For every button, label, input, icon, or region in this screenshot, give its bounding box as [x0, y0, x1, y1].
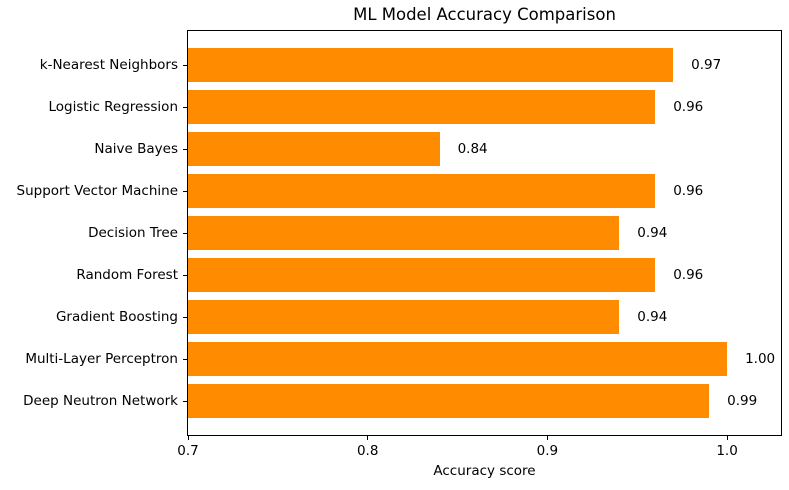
plot-area: 0.97 0.96 0.84 0.96 0.94 0.96 0.94 1.00 0.99 [183, 30, 782, 436]
y-tick-label: Multi-Layer Perceptron [25, 351, 178, 367]
x-tick-label: 0.8 [356, 443, 379, 459]
bar [188, 90, 656, 124]
y-tick-label: Support Vector Machine [16, 183, 178, 199]
y-tick-label: Gradient Boosting [55, 309, 178, 325]
bar-value-label: 0.94 [637, 309, 668, 325]
y-tick-mark [183, 64, 187, 66]
x-tick-mark [187, 436, 189, 440]
x-axis-label: Accuracy score [433, 463, 536, 479]
y-tick-mark [183, 400, 187, 402]
bar-value-label: 0.97 [691, 57, 722, 73]
y-tick-mark [183, 232, 187, 234]
y-tick-mark [183, 106, 187, 108]
x-tick-mark [367, 436, 369, 440]
x-tick-label: 0.9 [536, 443, 559, 459]
y-tick-mark [183, 148, 187, 150]
y-tick-mark [183, 190, 187, 192]
bar [188, 48, 674, 82]
bar-value-label: 0.84 [457, 141, 488, 157]
chart-title: ML Model Accuracy Comparison [353, 5, 616, 24]
x-tick-mark [546, 436, 548, 440]
x-tick-label: 1.0 [716, 443, 738, 459]
bar [188, 300, 620, 334]
y-tick-mark [183, 274, 187, 276]
bar [188, 132, 440, 166]
bar [188, 216, 620, 250]
y-tick-label: Deep Neutron Network [23, 393, 178, 409]
x-tick-mark [726, 436, 728, 440]
bar-value-label: 0.96 [673, 99, 704, 115]
y-tick-mark [183, 316, 187, 318]
bar [188, 258, 656, 292]
y-tick-label: Logistic Regression [48, 99, 179, 115]
bar [188, 342, 728, 376]
x-tick-label: 0.7 [177, 443, 199, 459]
bar-value-label: 0.99 [727, 393, 758, 409]
y-tick-mark [183, 358, 187, 360]
bar-value-label: 0.94 [637, 225, 668, 241]
y-tick-label: Decision Tree [88, 225, 178, 241]
bar-value-label: 0.96 [673, 183, 704, 199]
bar [188, 384, 710, 418]
bar-value-label: 1.00 [745, 351, 776, 367]
bar [188, 174, 656, 208]
y-tick-label: Naive Bayes [94, 141, 178, 157]
y-tick-label: k-Nearest Neighbors [39, 57, 178, 73]
y-tick-label: Random Forest [76, 267, 178, 283]
bar-value-label: 0.96 [673, 267, 704, 283]
